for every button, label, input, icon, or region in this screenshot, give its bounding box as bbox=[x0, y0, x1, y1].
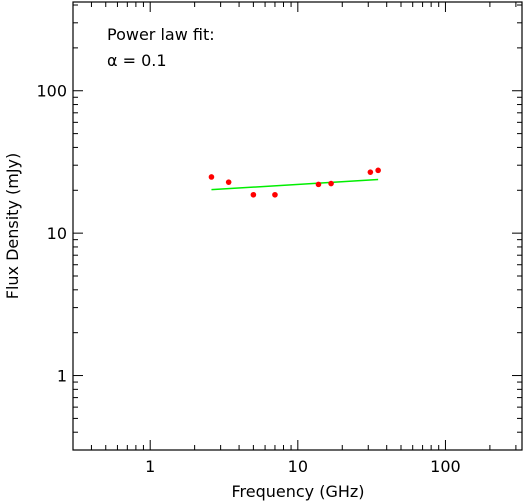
x-tick-label: 100 bbox=[430, 457, 461, 476]
data-point bbox=[272, 191, 278, 198]
data-point bbox=[375, 167, 381, 174]
fit-line-group bbox=[211, 178, 379, 191]
data-point bbox=[315, 181, 322, 188]
data-point bbox=[225, 179, 232, 185]
y-tick-label: 10 bbox=[47, 224, 67, 243]
y-tick-label: 100 bbox=[36, 82, 67, 101]
data-point bbox=[367, 169, 374, 175]
data-point bbox=[328, 180, 334, 187]
tick-labels: 1 10 100 1 10 100 bbox=[36, 82, 460, 476]
power-law-fit-line bbox=[211, 178, 379, 191]
data-point bbox=[208, 174, 215, 180]
x-tick-label: 10 bbox=[288, 457, 308, 476]
axis-ticks bbox=[72, 2, 522, 451]
data-points bbox=[208, 167, 381, 198]
annotation-line-2: α = 0.1 bbox=[107, 51, 167, 70]
x-tick-label: 1 bbox=[145, 457, 155, 476]
x-axis-title: Frequency (GHz) bbox=[231, 482, 364, 501]
y-axis-title: Flux Density (mJy) bbox=[3, 153, 22, 300]
y-tick-label: 1 bbox=[57, 367, 67, 386]
data-point bbox=[250, 191, 257, 198]
annotation-line-1: Power law fit: bbox=[107, 25, 215, 44]
